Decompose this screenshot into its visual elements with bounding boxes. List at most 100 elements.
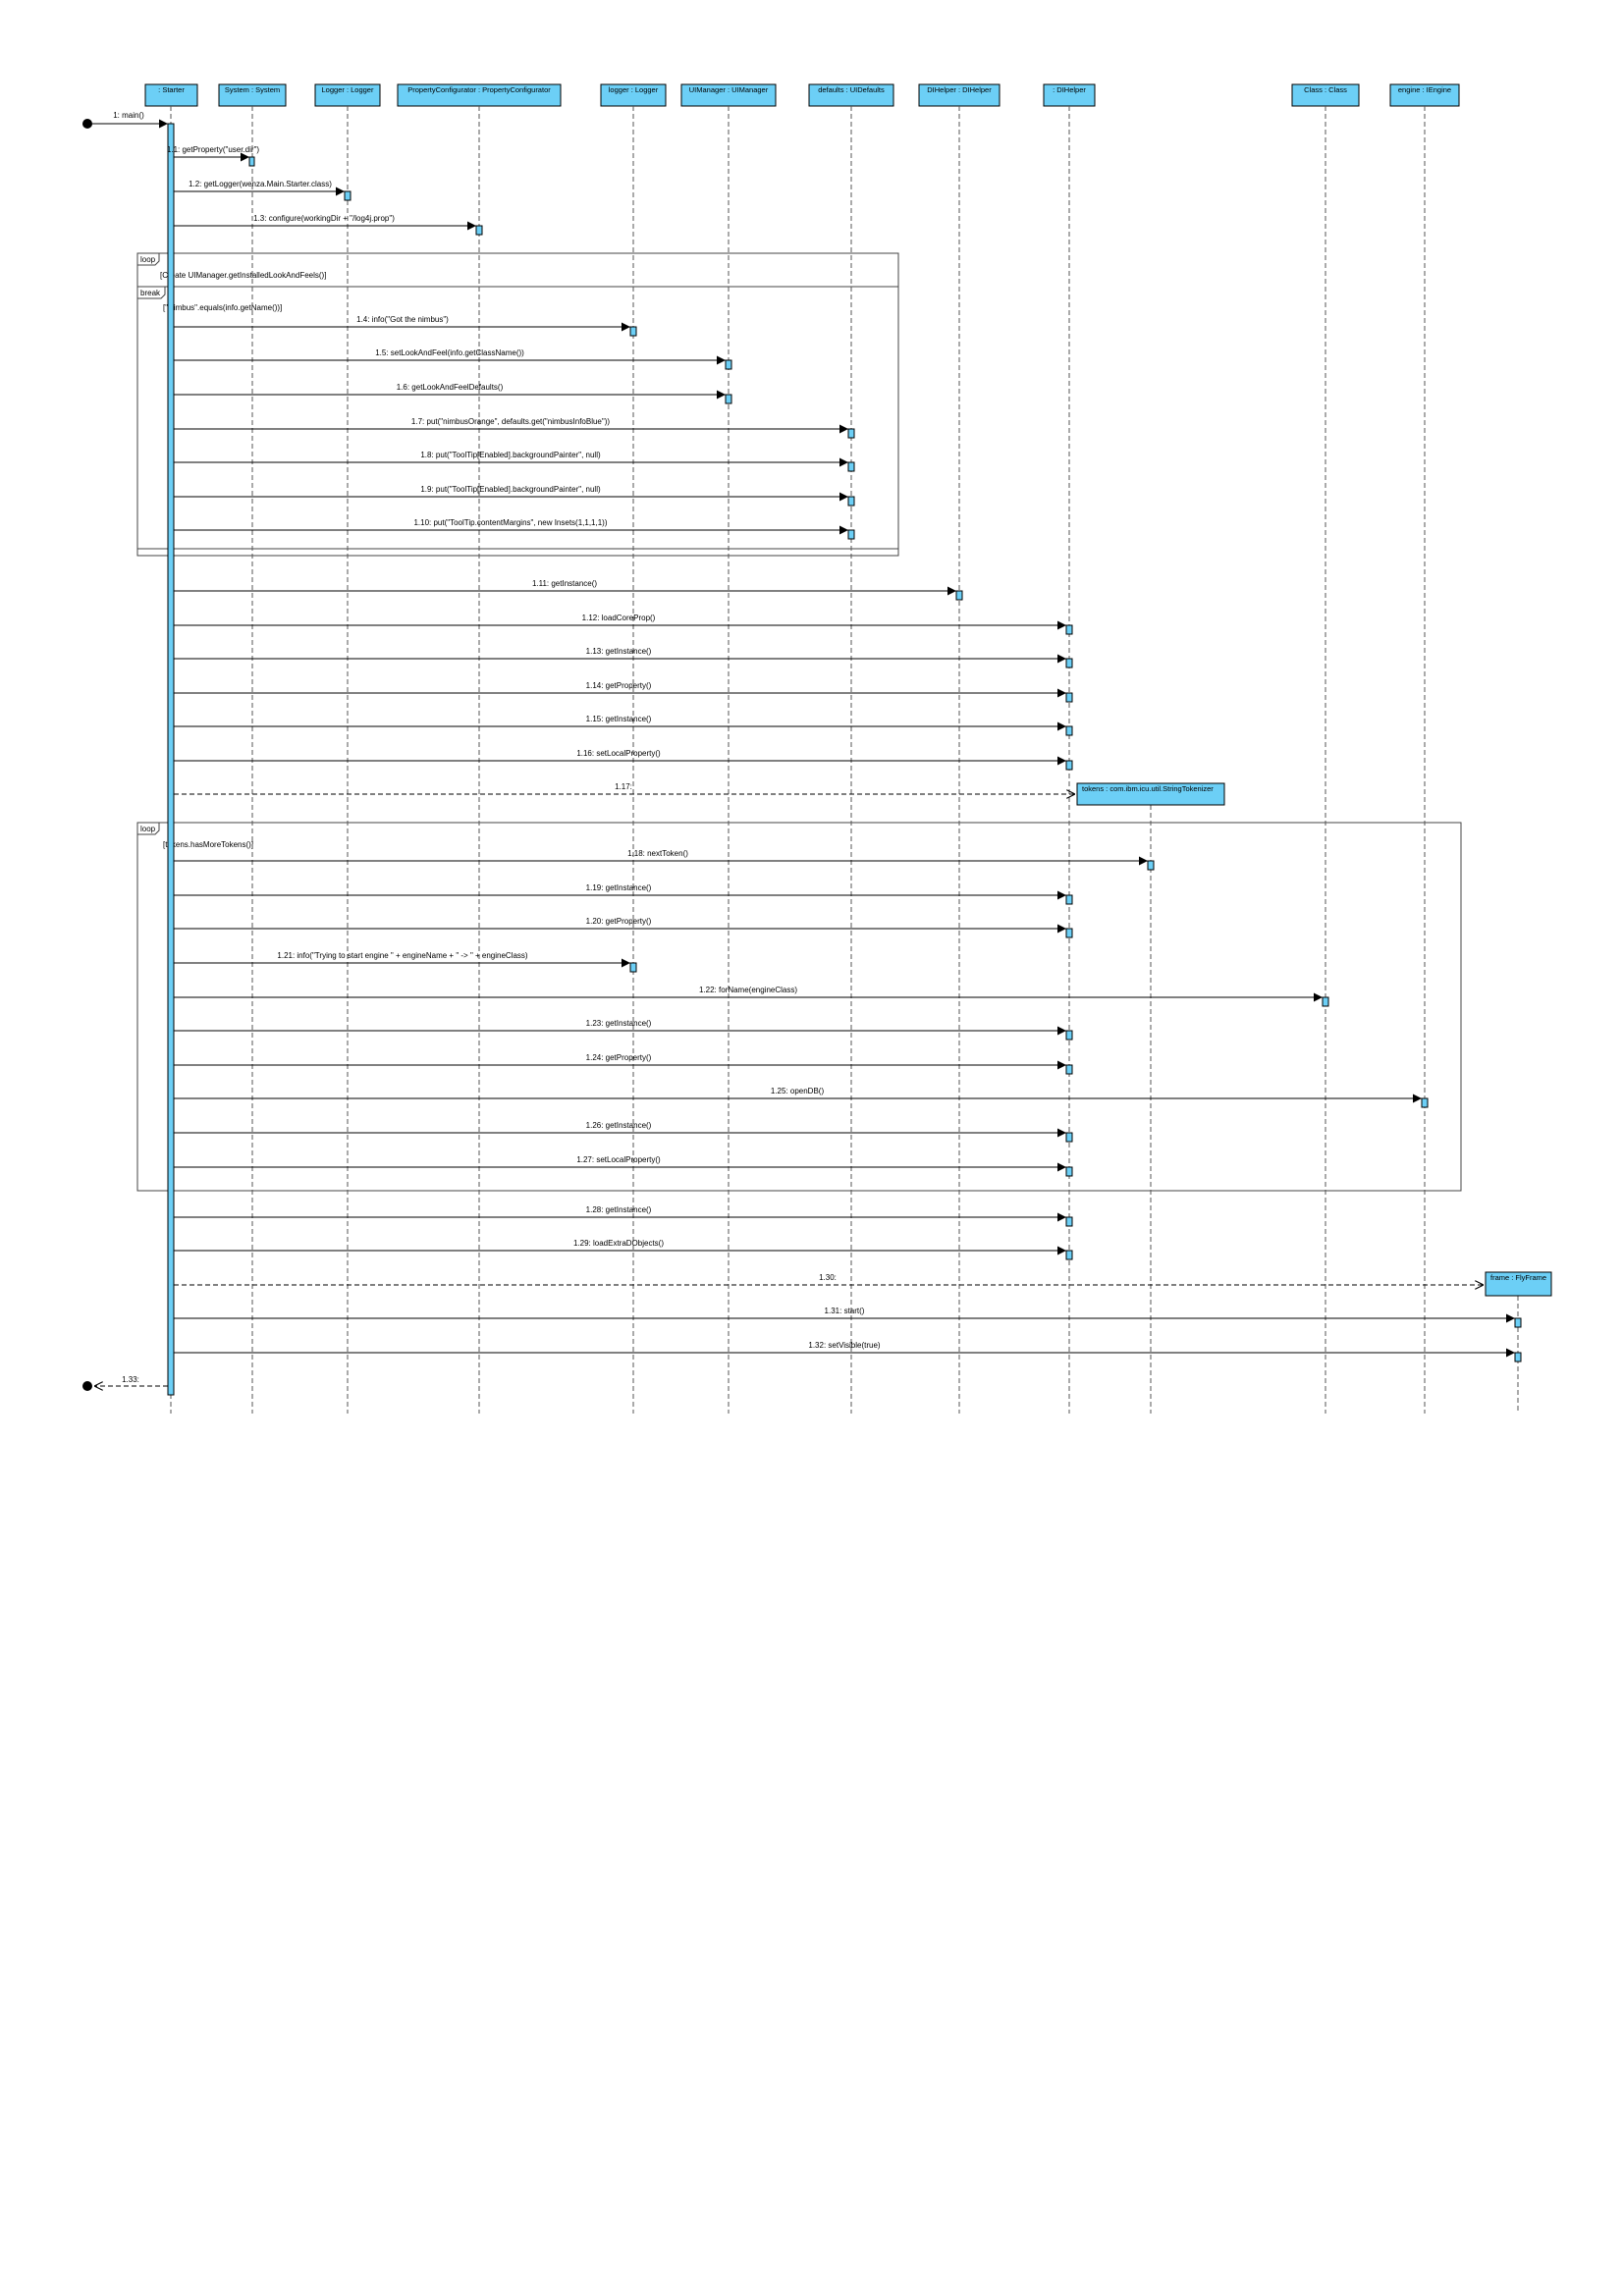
msg-1-23: 1.23: getInstance() (174, 1019, 1073, 1041)
msg-1-28: 1.28: getInstance() (174, 1205, 1073, 1227)
lifeline-dihelper-class: DIHelper : DIHelper (918, 83, 1001, 107)
fragment-loop-tokens: loop [tokens.hasMoreTokens()] (136, 822, 1462, 1192)
message-label: 1.7: put("nimbusOrange", defaults.get("n… (411, 417, 610, 426)
message-label: 1.22: forName(engineClass) (699, 986, 797, 994)
msg-1-22: 1.22: forName(engineClass) (174, 986, 1329, 1007)
msg-1-15: 1.15: getInstance() (174, 715, 1073, 736)
message-label: 1.13: getInstance() (586, 647, 652, 656)
message-label: 1.3: configure(workingDir + "/log4j.prop… (253, 214, 395, 223)
msg-1-5: 1.5: setLookAndFeel(info.getClassName()) (174, 348, 732, 370)
fragment-loop-lookandfeel: loop [Create UIManager.getInstalledLookA… (136, 252, 899, 557)
msg-1-24: 1.24: getProperty() (174, 1053, 1073, 1075)
message-label: 1.1: getProperty("user.dir") (167, 145, 260, 154)
msg-1-20: 1.20: getProperty() (174, 917, 1073, 938)
message-label: 1.31: start() (825, 1307, 865, 1315)
msg-1-17-create: 1.17: (174, 782, 1075, 794)
lifeline-label: engine : IEngine (1398, 85, 1451, 94)
message-label: 1.17: (615, 782, 632, 791)
msg-1-27: 1.27: setLocalProperty() (174, 1155, 1073, 1177)
fragment-break-nimbus: break ["Nimbus".equals(info.getName())] (136, 286, 899, 550)
lifeline-starter: : Starter (144, 83, 198, 107)
lifeline-uimanager: UIManager : UIManager (680, 83, 777, 107)
lifeline-property-configurator: PropertyConfigurator : PropertyConfigura… (397, 83, 562, 107)
lifeline-label: logger : Logger (609, 85, 659, 94)
message-label: 1.27: setLocalProperty() (576, 1155, 661, 1164)
message-label: 1.6: getLookAndFeelDefaults() (397, 383, 504, 392)
msg-1-30-create: 1.30: (174, 1273, 1484, 1285)
message-label: 1.11: getInstance() (532, 579, 597, 588)
fragment-guard: [tokens.hasMoreTokens()] (163, 840, 253, 849)
message-label: 1.9: put("ToolTip[Enabled].backgroundPai… (420, 485, 601, 494)
message-label: 1.12: loadCoreProp() (582, 614, 656, 622)
msg-1-26: 1.26: getInstance() (174, 1121, 1073, 1143)
lifeline-label: defaults : UIDefaults (818, 85, 885, 94)
lifeline-label: Class : Class (1304, 85, 1347, 94)
fragment-guard: [Create UIManager.getInstalledLookAndFee… (160, 271, 326, 280)
fragment-kind: loop (140, 255, 156, 264)
msg-1-21: 1.21: info("Trying to start engine " + e… (174, 951, 637, 973)
message-label: 1.26: getInstance() (586, 1121, 652, 1130)
message-label: 1.20: getProperty() (586, 917, 652, 926)
msg-1-13: 1.13: getInstance() (174, 647, 1073, 668)
lifeline-label: DIHelper : DIHelper (927, 85, 992, 94)
lifeline-uidefaults: defaults : UIDefaults (808, 83, 894, 107)
created-object-frame: frame : FlyFrame (1485, 1271, 1552, 1297)
message-label: 1.25: openDB() (771, 1087, 825, 1095)
message-label: 1.28: getInstance() (586, 1205, 652, 1214)
message-label: 1.5: setLookAndFeel(info.getClassName()) (375, 348, 524, 357)
msg-1-12: 1.12: loadCoreProp() (174, 614, 1073, 635)
message-label: 1.15: getInstance() (586, 715, 652, 723)
lifeline-label: : DIHelper (1053, 85, 1086, 94)
msg-1-10: 1.10: put("ToolTip.contentMargins", new … (174, 518, 855, 540)
lifeline-stems (170, 106, 1519, 1414)
msg-1-29: 1.29: loadExtraDObjects() (174, 1239, 1073, 1260)
message-label: 1.16: setLocalProperty() (576, 749, 661, 758)
message-label: 1.24: getProperty() (586, 1053, 652, 1062)
msg-1-1: 1.1: getProperty("user.dir") (167, 145, 260, 167)
msg-1-8: 1.8: put("ToolTip[Enabled].backgroundPai… (174, 451, 855, 472)
msg-1-14: 1.14: getProperty() (174, 681, 1073, 703)
msg-1-32: 1.32: setVisible(true) (174, 1341, 1522, 1362)
created-object-tokens: tokens : com.ibm.icu.util.StringTokenize… (1076, 782, 1225, 806)
lifeline-label: Logger : Logger (322, 85, 374, 94)
message-label: 1.8: put("ToolTip[Enabled].backgroundPai… (420, 451, 601, 459)
msg-1-11: 1.11: getInstance() (174, 579, 963, 601)
msg-1-33-return: 1.33: (94, 1375, 168, 1386)
msg-1-25: 1.25: openDB() (174, 1087, 1429, 1108)
message-label: 1.23: getInstance() (586, 1019, 652, 1028)
msg-1-18: 1.18: nextToken() (174, 849, 1155, 871)
lifeline-engine: engine : IEngine (1389, 83, 1460, 107)
lifeline-system: System : System (218, 83, 287, 107)
msg-1-16: 1.16: setLocalProperty() (174, 749, 1073, 771)
msg-1-6: 1.6: getLookAndFeelDefaults() (174, 383, 732, 404)
message-label: 1.29: loadExtraDObjects() (573, 1239, 664, 1248)
message-label: 1.2: getLogger(wenza.Main.Starter.class) (189, 180, 332, 188)
lifeline-label: : Starter (158, 85, 185, 94)
fragment-guard: ["Nimbus".equals(info.getName())] (163, 303, 282, 312)
message-label: 1.18: nextToken() (627, 849, 688, 858)
fragment-kind: loop (140, 825, 156, 833)
lifeline-label: frame : FlyFrame (1490, 1273, 1546, 1282)
message-label: 1.14: getProperty() (586, 681, 652, 690)
msg-1-31: 1.31: start() (174, 1307, 1522, 1328)
message-label: 1.33: (122, 1375, 139, 1384)
lifeline-logger-class: Logger : Logger (314, 83, 381, 107)
lifeline-label: PropertyConfigurator : PropertyConfigura… (407, 85, 551, 94)
starter-activation-bar (167, 123, 175, 1396)
msg-1-main: 1: main() (92, 111, 168, 129)
message-label: 1.32: setVisible(true) (808, 1341, 881, 1350)
message-label: 1.19: getInstance() (586, 883, 652, 892)
msg-1-7: 1.7: put("nimbusOrange", defaults.get("n… (174, 417, 855, 439)
message-label: 1.30: (819, 1273, 837, 1282)
lifeline-label: System : System (225, 85, 280, 94)
msg-1-9: 1.9: put("ToolTip[Enabled].backgroundPai… (174, 485, 855, 507)
lifeline-dihelper: : DIHelper (1043, 83, 1096, 107)
lifeline-label: tokens : com.ibm.icu.util.StringTokenize… (1082, 784, 1214, 793)
lifeline-label: UIManager : UIManager (689, 85, 769, 94)
lifeline-logger-instance: logger : Logger (600, 83, 667, 107)
msg-1-19: 1.19: getInstance() (174, 883, 1073, 905)
message-label: 1.4: info("Got the nimbus") (356, 315, 449, 324)
final-node (82, 1381, 92, 1391)
msg-1-2: 1.2: getLogger(wenza.Main.Starter.class) (174, 180, 352, 201)
